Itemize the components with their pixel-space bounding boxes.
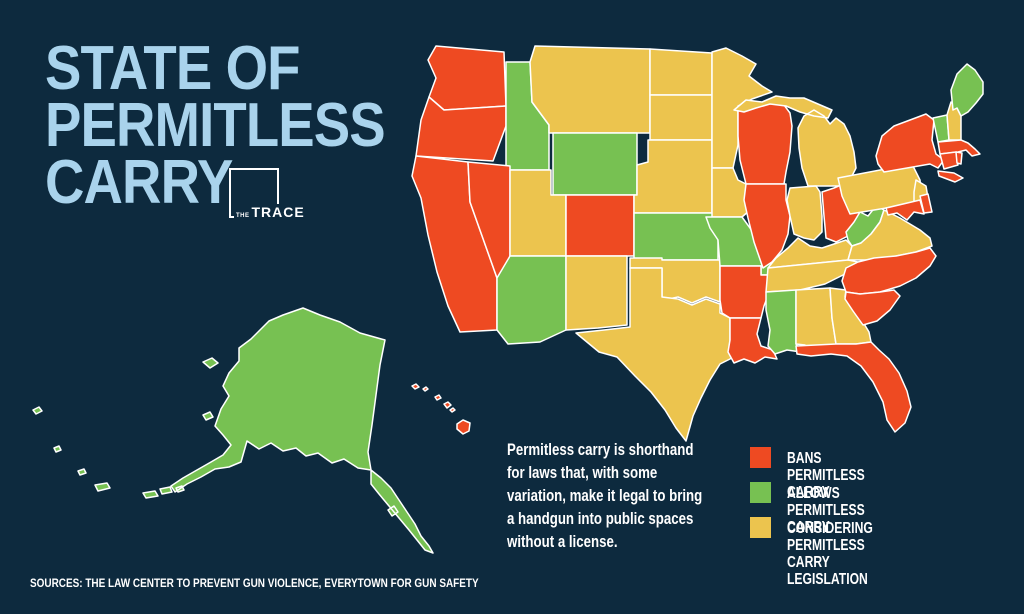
state-or (415, 96, 507, 162)
sources-line: SOURCES: THE LAW CENTER TO PREVENT GUN V… (30, 576, 479, 590)
title-line-3: CARRY (45, 148, 233, 217)
state-hi (411, 383, 471, 435)
state-nd (649, 48, 713, 96)
state-wy (552, 132, 638, 196)
legend-item-considering: CONSIDERING PERMITLESS CARRY LEGISLATION (750, 517, 900, 588)
legend-swatch-considering (750, 517, 771, 538)
page-title: STATE OF PERMITLESS CARRY (45, 34, 386, 217)
state-wi (737, 99, 793, 185)
title-line-1: STATE OF (45, 34, 301, 103)
the-trace-logo: THE TRACE (229, 168, 308, 222)
legend-item-allows: ALLOWS PERMITLESS CARRY (750, 482, 889, 536)
state-sc (844, 289, 901, 326)
state-az (496, 255, 567, 345)
legend-item-bans: BANS PERMITLESS CARRY (750, 447, 889, 501)
state-mi (733, 95, 857, 187)
state-in (786, 185, 823, 241)
legend-label-considering: CONSIDERING PERMITLESS CARRY LEGISLATION (787, 520, 873, 588)
state-nm (565, 255, 628, 331)
legend-label-allows: ALLOWS PERMITLESS CARRY (787, 485, 865, 536)
logo-the-label: THE (236, 213, 250, 219)
state-il (743, 183, 791, 269)
state-ky (767, 237, 853, 269)
legend-swatch-allows (750, 482, 771, 503)
title-line-2: PERMITLESS (45, 91, 386, 160)
state-sd (649, 94, 713, 141)
state-wa (427, 45, 507, 111)
logo-trace-label: TRACE (251, 204, 305, 220)
state-tx (575, 267, 735, 442)
state-la (727, 317, 778, 364)
state-ks (633, 212, 719, 261)
map-description: Permitless carry is shorthand for laws t… (507, 440, 703, 551)
state-ar (719, 265, 776, 319)
the-trace-logo-text: THE TRACE (234, 204, 308, 222)
state-ne (633, 139, 713, 214)
state-md (885, 199, 925, 221)
state-me (950, 63, 984, 117)
state-ct (939, 151, 959, 170)
state-co (565, 194, 635, 257)
legend-label-bans: BANS PERMITLESS CARRY (787, 450, 865, 501)
state-fl (795, 341, 912, 433)
legend-swatch-bans (750, 447, 771, 468)
state-mt (529, 45, 651, 134)
state-ny (875, 113, 964, 183)
state-ak (32, 307, 434, 554)
state-ri (955, 151, 963, 165)
